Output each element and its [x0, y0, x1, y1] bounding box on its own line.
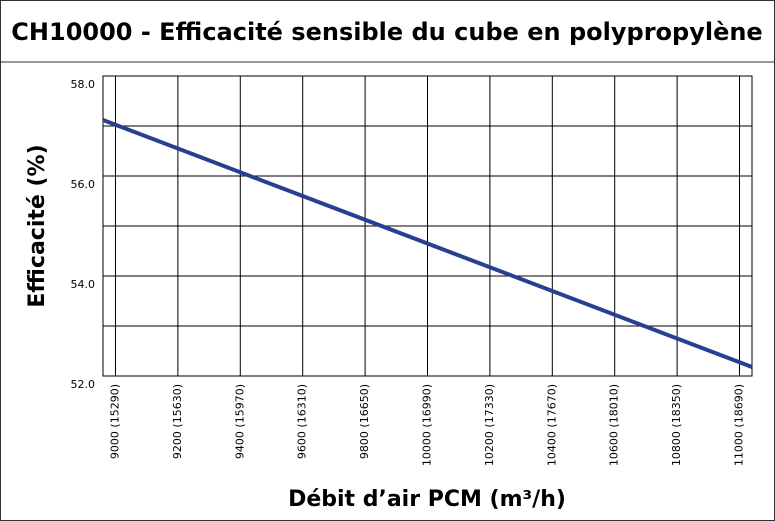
x-tick-label: 10800 (18350): [670, 384, 683, 466]
y-tick-label: 56.0: [71, 178, 96, 191]
y-tick-label: 54.0: [71, 278, 96, 291]
chart-title: CH10000 - Efficacité sensible du cube en…: [11, 18, 762, 46]
x-tick-label: 9600 (16310): [296, 384, 309, 459]
x-tick-label: 9800 (16650): [358, 384, 371, 459]
y-axis-title: Efficacité (%): [25, 144, 50, 307]
data-line: [102, 118, 753, 369]
x-tick-label: 10000 (16990): [421, 384, 434, 466]
x-tick-label: 11000 (18690): [733, 384, 746, 466]
x-tick-label: 10200 (17330): [483, 384, 496, 466]
x-tick-label: 10400 (17670): [545, 384, 558, 466]
x-tick-label: 9000 (15290): [108, 384, 121, 459]
y-tick-label: 52.0: [71, 378, 96, 391]
y-tick-label: 58.0: [71, 78, 96, 91]
x-tick-label: 10600 (18010): [608, 384, 621, 466]
x-tick-label: 9200 (15630): [171, 384, 184, 459]
x-axis-title: Débit d’air PCM (m³/h): [288, 487, 566, 512]
x-tick-label: 9400 (15970): [233, 384, 246, 459]
